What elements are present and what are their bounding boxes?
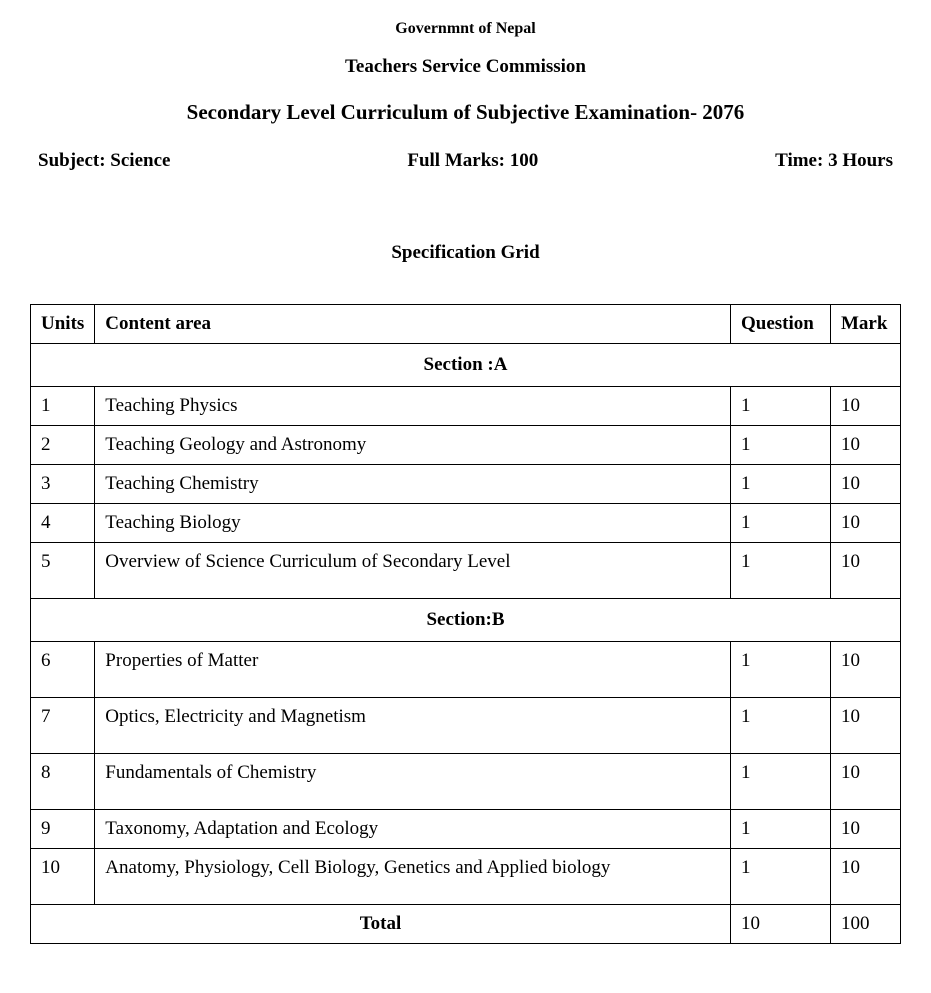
table-row: 4 Teaching Biology 1 10 <box>31 504 901 543</box>
table-row: 3 Teaching Chemistry 1 10 <box>31 465 901 504</box>
table-row: 7 Optics, Electricity and Magnetism 1 10 <box>31 698 901 754</box>
section-b-header: Section:B <box>31 599 901 642</box>
cell-unit: 1 <box>31 387 95 426</box>
cell-mark: 10 <box>831 504 901 543</box>
cell-unit: 6 <box>31 642 95 698</box>
cell-question: 1 <box>731 698 831 754</box>
section-a-header: Section :A <box>31 344 901 387</box>
header-content: Content area <box>95 305 731 344</box>
cell-question: 1 <box>731 754 831 810</box>
cell-unit: 5 <box>31 543 95 599</box>
gov-header: Governmnt of Nepal <box>30 20 901 38</box>
cell-content: Anatomy, Physiology, Cell Biology, Genet… <box>95 849 731 905</box>
cell-question: 1 <box>731 426 831 465</box>
cell-content: Teaching Chemistry <box>95 465 731 504</box>
cell-unit: 10 <box>31 849 95 905</box>
cell-content: Teaching Physics <box>95 387 731 426</box>
cell-question: 1 <box>731 849 831 905</box>
cell-content: Optics, Electricity and Magnetism <box>95 698 731 754</box>
table-row: 6 Properties of Matter 1 10 <box>31 642 901 698</box>
table-row: 8 Fundamentals of Chemistry 1 10 <box>31 754 901 810</box>
table-row: 5 Overview of Science Curriculum of Seco… <box>31 543 901 599</box>
cell-mark: 10 <box>831 810 901 849</box>
specification-table: Units Content area Question Mark Section… <box>30 304 901 944</box>
cell-content: Fundamentals of Chemistry <box>95 754 731 810</box>
grid-title: Specification Grid <box>30 242 901 264</box>
total-label: Total <box>31 905 731 944</box>
cell-content: Teaching Geology and Astronomy <box>95 426 731 465</box>
cell-mark: 10 <box>831 465 901 504</box>
section-a-row: Section :A <box>31 344 901 387</box>
cell-mark: 10 <box>831 426 901 465</box>
cell-content: Properties of Matter <box>95 642 731 698</box>
section-b-row: Section:B <box>31 599 901 642</box>
cell-question: 1 <box>731 642 831 698</box>
total-question: 10 <box>731 905 831 944</box>
cell-question: 1 <box>731 543 831 599</box>
cell-content: Taxonomy, Adaptation and Ecology <box>95 810 731 849</box>
cell-unit: 2 <box>31 426 95 465</box>
cell-mark: 10 <box>831 387 901 426</box>
cell-mark: 10 <box>831 698 901 754</box>
cell-unit: 9 <box>31 810 95 849</box>
table-header-row: Units Content area Question Mark <box>31 305 901 344</box>
table-row: 10 Anatomy, Physiology, Cell Biology, Ge… <box>31 849 901 905</box>
table-row: 9 Taxonomy, Adaptation and Ecology 1 10 <box>31 810 901 849</box>
commission-header: Teachers Service Commission <box>30 56 901 78</box>
table-row: 1 Teaching Physics 1 10 <box>31 387 901 426</box>
subject-label: Subject: Science <box>38 150 170 172</box>
cell-content: Teaching Biology <box>95 504 731 543</box>
header-question: Question <box>731 305 831 344</box>
table-row: 2 Teaching Geology and Astronomy 1 10 <box>31 426 901 465</box>
cell-unit: 8 <box>31 754 95 810</box>
cell-mark: 10 <box>831 754 901 810</box>
cell-question: 1 <box>731 465 831 504</box>
cell-mark: 10 <box>831 849 901 905</box>
total-mark: 100 <box>831 905 901 944</box>
header-mark: Mark <box>831 305 901 344</box>
cell-content: Overview of Science Curriculum of Second… <box>95 543 731 599</box>
cell-question: 1 <box>731 504 831 543</box>
cell-mark: 10 <box>831 642 901 698</box>
cell-question: 1 <box>731 387 831 426</box>
fullmarks-label: Full Marks: 100 <box>407 150 538 172</box>
cell-unit: 7 <box>31 698 95 754</box>
cell-question: 1 <box>731 810 831 849</box>
curriculum-header: Secondary Level Curriculum of Subjective… <box>30 100 901 125</box>
total-row: Total 10 100 <box>31 905 901 944</box>
cell-unit: 4 <box>31 504 95 543</box>
header-units: Units <box>31 305 95 344</box>
cell-mark: 10 <box>831 543 901 599</box>
time-label: Time: 3 Hours <box>775 150 893 172</box>
info-row: Subject: Science Full Marks: 100 Time: 3… <box>30 150 901 172</box>
cell-unit: 3 <box>31 465 95 504</box>
